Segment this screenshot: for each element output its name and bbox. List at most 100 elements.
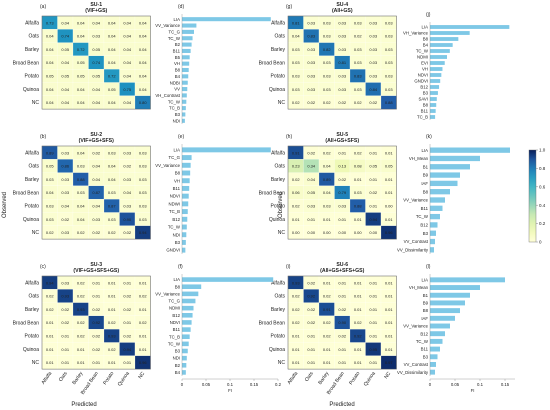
feature-label: B3 <box>175 349 181 354</box>
feature-label: B8 <box>423 189 429 194</box>
cell-value: 0.04 <box>123 34 132 39</box>
importance-panel: (k) LIA VH_Mean B1 B9 IAF B8 VV_Variance B11 TC_W… <box>397 134 510 254</box>
cell-value: 0.93 <box>108 333 117 338</box>
importance-bar <box>182 305 194 311</box>
cell-value: 0.02 <box>61 307 70 312</box>
feature-label: B3 <box>423 231 429 236</box>
feature-label: LIA <box>422 148 429 153</box>
importance-bar <box>430 109 436 113</box>
feature-label: TC_W <box>168 36 181 41</box>
cell-value: 0.01 <box>307 347 316 352</box>
cell-value: 0.72 <box>108 73 117 78</box>
cell-value: 0.04 <box>108 34 117 39</box>
importance-bar <box>182 23 197 28</box>
x-tick-label: 0.05 <box>202 382 211 387</box>
predicted-label-left: Predicted <box>71 402 96 408</box>
feature-label: TC_W <box>168 225 181 230</box>
importance-bar <box>182 291 199 297</box>
feature-label: B8 <box>175 284 181 289</box>
feature-label: B9 <box>423 173 429 178</box>
importance-bar <box>182 112 186 117</box>
cell-value: 0.04 <box>123 73 132 78</box>
cell-value: 0.03 <box>46 203 55 208</box>
cell-value: 0.02 <box>338 177 347 182</box>
cell-value: 0.81 <box>338 60 347 65</box>
feature-label: NDBI <box>170 80 180 85</box>
row-label: Quinoa <box>23 347 39 353</box>
cell-value: 0.03 <box>307 60 316 65</box>
cell-value: 0.03 <box>139 217 148 222</box>
importance-bar <box>182 36 193 41</box>
cell-value: 0.01 <box>139 307 148 312</box>
row-label: Alfalfa <box>25 280 39 286</box>
feature-label: NDMI <box>417 55 428 60</box>
cell-value: 0.03 <box>139 203 148 208</box>
cell-value: 0.04 <box>108 164 117 169</box>
col-label: Barley <box>71 370 84 385</box>
cell-value: 0.01 <box>323 360 332 365</box>
cell-value: 0.02 <box>108 320 117 325</box>
cell-value: 0.04 <box>92 20 101 25</box>
cell-value: 0.01 <box>369 360 378 365</box>
importance-panels: (d)LIAVV_VarianceTC_GTC_WB2B11B5VHB8B4ND… <box>155 4 515 393</box>
cell-value: 0.91 <box>292 150 301 155</box>
feature-label: B11 <box>421 109 429 114</box>
predicted-label-right: Predicted <box>329 402 354 408</box>
cell-value: 0.86 <box>61 164 70 169</box>
cell-value: 0.00 <box>292 230 301 235</box>
cell-value: 0.02 <box>77 280 86 285</box>
importance-bar <box>182 327 191 332</box>
row-label: Quinoa <box>269 217 285 223</box>
cell-value: 0.04 <box>92 177 101 182</box>
importance-panel: (e) LIA TC_G VV_Variance B8 VH B11 NDVI NDWI TC_B… <box>155 134 271 254</box>
cell-value: 0.04 <box>108 177 117 182</box>
importance-bar <box>430 115 436 119</box>
importance-panel: (d)LIAVV_VarianceTC_GTC_WB2B11B5VHB8B4ND… <box>155 4 271 124</box>
feature-label: VH_Variance <box>403 31 429 36</box>
cell-value: 0.01 <box>139 347 148 352</box>
cell-value: 0.02 <box>77 230 86 235</box>
feature-label: B3 <box>423 354 429 359</box>
cell-value: 0.93 <box>61 294 70 299</box>
panel-title: SU-5 <box>336 132 348 138</box>
feature-label: B11 <box>421 347 429 352</box>
cell-value: 0.01 <box>354 347 363 352</box>
cell-value: 0.91 <box>323 307 332 312</box>
cell-value: 0.01 <box>139 333 148 338</box>
panel-title: SU-6 <box>336 262 348 268</box>
feature-label: VH_Mean <box>409 285 429 290</box>
importance-bar <box>430 155 480 162</box>
cell-value: 0.01 <box>61 360 70 365</box>
cell-value: 0.01 <box>307 360 316 365</box>
panel-letter: (c) <box>40 264 46 270</box>
importance-bar <box>430 172 460 178</box>
cell-value: 0.05 <box>92 47 101 52</box>
cell-value: 0.94 <box>123 347 132 352</box>
importance-panel: (j)LIAVH_VarianceB8B4TC_WNDMIEVIVHNDVIGN… <box>403 12 510 120</box>
cell-value: 0.04 <box>108 20 117 25</box>
cell-value: 0.04 <box>307 177 316 182</box>
feature-label: TC_W <box>168 99 181 104</box>
cell-value: 0.00 <box>338 230 347 235</box>
feature-label: NDI <box>173 356 180 361</box>
cell-value: 0.01 <box>108 294 117 299</box>
row-label: NC <box>32 100 40 106</box>
cell-value: 0.04 <box>139 87 148 92</box>
feature-label: VV_Dissimilarity <box>397 370 429 375</box>
cell-value: 0.03 <box>123 177 132 182</box>
panel-title: (All+GS+SFS) <box>325 138 359 144</box>
cell-value: 0.02 <box>77 294 86 299</box>
cell-value: 0.04 <box>92 100 101 105</box>
panel-title: (VIF+GS) <box>85 8 107 14</box>
feature-label: B1 <box>423 164 429 169</box>
heatmap-frame <box>287 145 397 240</box>
cell-value: 0.97 <box>385 360 394 365</box>
feature-label: B2 <box>175 42 181 47</box>
cell-value: 0.02 <box>323 320 332 325</box>
cell-value: 0.02 <box>46 307 55 312</box>
cell-value: 0.02 <box>369 190 378 195</box>
cell-value: 0.01 <box>92 280 101 285</box>
panel-title: (All+GS+SFS+GS) <box>320 268 365 274</box>
importance-bar <box>430 238 435 245</box>
importance-bar <box>430 222 438 228</box>
